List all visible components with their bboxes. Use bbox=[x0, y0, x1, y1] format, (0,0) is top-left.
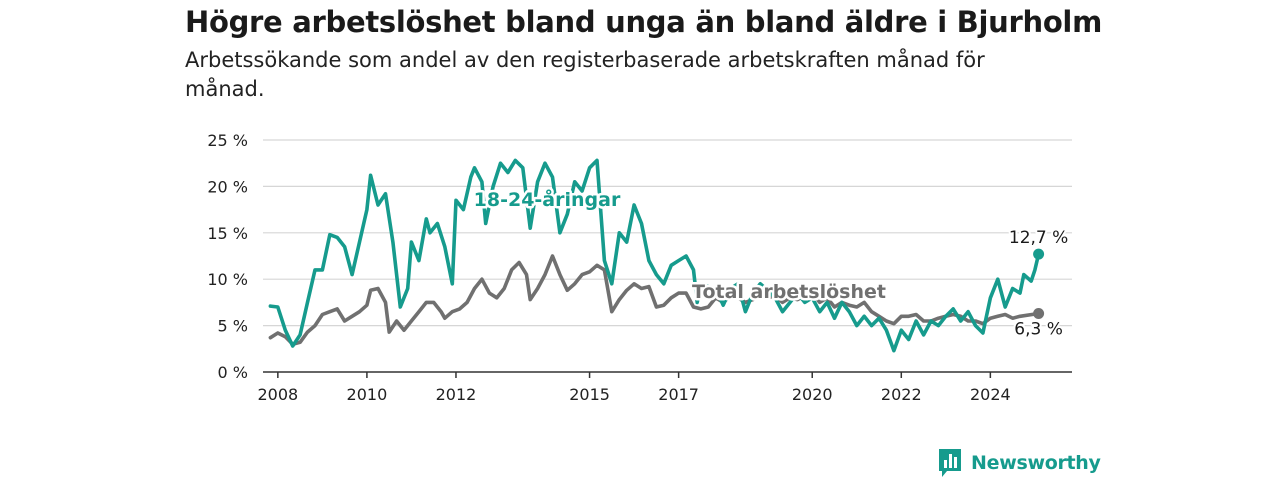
y-tick-label: 5 % bbox=[218, 317, 248, 336]
chart-title: Högre arbetslöshet bland unga än bland ä… bbox=[185, 5, 1102, 39]
end-value-label-youth: 12,7 % bbox=[1009, 228, 1068, 248]
y-axis-ticks: 0 % 5 % 10 % 15 % 20 % 25 % bbox=[207, 131, 248, 382]
y-tick-label: 25 % bbox=[207, 131, 248, 150]
x-tick-label: 2020 bbox=[792, 385, 833, 404]
x-tick-label: 2015 bbox=[569, 385, 610, 404]
x-tick-label: 2010 bbox=[347, 385, 388, 404]
brand-logo: Newsworthy bbox=[937, 448, 1101, 478]
y-tick-label: 15 % bbox=[207, 224, 248, 243]
series-total bbox=[268, 254, 1045, 346]
series-youth bbox=[268, 158, 1045, 353]
y-tick-label: 0 % bbox=[218, 363, 248, 382]
newsworthy-logo-icon bbox=[939, 449, 961, 477]
y-tick-label: 10 % bbox=[207, 270, 248, 289]
end-point-youth bbox=[1033, 248, 1045, 260]
chart-subtitle: Arbetssökande som andel av den registerb… bbox=[185, 48, 985, 101]
series-line-youth bbox=[268, 158, 1041, 353]
y-tick-label: 20 % bbox=[207, 177, 248, 196]
x-tick-label: 2008 bbox=[257, 385, 298, 404]
series-line-total bbox=[268, 254, 1041, 346]
x-tick-label: 2024 bbox=[970, 385, 1011, 404]
series-labels: 18-24-åringar Total arbetslöshet 12,7 % … bbox=[471, 185, 1070, 342]
end-point-total bbox=[1033, 308, 1045, 320]
end-value-label-total: 6,3 % bbox=[1014, 320, 1063, 340]
series-label-youth: 18-24-åringar bbox=[474, 187, 621, 211]
x-tick-label: 2017 bbox=[658, 385, 699, 404]
x-tick-label: 2022 bbox=[881, 385, 922, 404]
x-axis: 2008 2010 2012 2015 2017 2020 2022 2024 bbox=[257, 371, 1072, 404]
series-label-total: Total arbetslöshet bbox=[692, 281, 886, 303]
x-tick-label: 2012 bbox=[436, 385, 477, 404]
brand-name: Newsworthy bbox=[971, 452, 1101, 474]
